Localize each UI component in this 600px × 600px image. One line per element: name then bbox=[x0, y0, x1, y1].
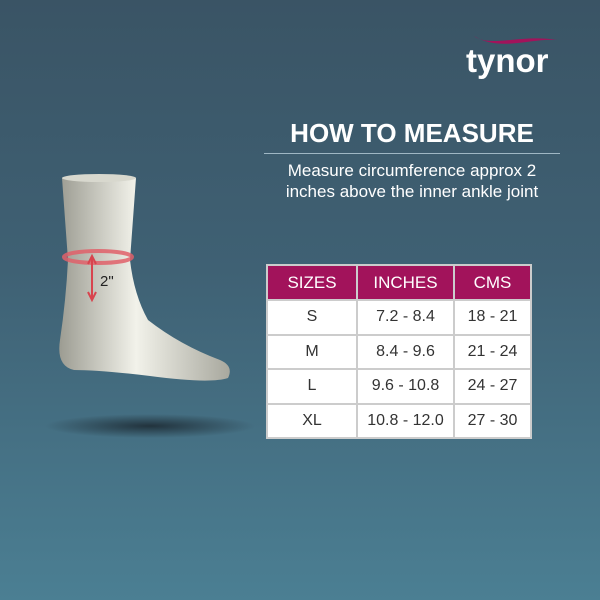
instruction-line: Measure circumference approx 2 bbox=[287, 161, 537, 180]
column-header: SIZES bbox=[266, 264, 358, 301]
inches-cell: 8.4 - 9.6 bbox=[356, 333, 455, 370]
brand-logo: tynor bbox=[466, 42, 549, 79]
size-cell: M bbox=[266, 333, 358, 370]
table-header-row: SIZES INCHES CMS bbox=[266, 264, 532, 301]
inches-cell: 10.8 - 12.0 bbox=[356, 402, 455, 439]
column-header: INCHES bbox=[356, 264, 455, 301]
cms-cell: 21 - 24 bbox=[453, 333, 532, 370]
measure-label: 2" bbox=[100, 273, 114, 290]
size-cell: L bbox=[266, 368, 358, 405]
cms-cell: 18 - 21 bbox=[453, 299, 532, 336]
instruction-line: inches above the inner ankle joint bbox=[285, 182, 539, 201]
divider bbox=[264, 153, 560, 154]
table-row: XL 10.8 - 12.0 27 - 30 bbox=[266, 402, 532, 439]
table-row: S 7.2 - 8.4 18 - 21 bbox=[266, 299, 532, 336]
instructions: Measure circumference approx 2 inches ab… bbox=[264, 160, 560, 202]
inches-cell: 9.6 - 10.8 bbox=[356, 368, 455, 405]
size-cell: XL bbox=[266, 402, 358, 439]
page-title: HOW TO MEASURE bbox=[290, 118, 534, 148]
foot-illustration: 2" bbox=[45, 174, 255, 438]
table-row: L 9.6 - 10.8 24 - 27 bbox=[266, 368, 532, 405]
inches-cell: 7.2 - 8.4 bbox=[356, 299, 455, 336]
tynor-logo-swoosh bbox=[474, 36, 558, 44]
cms-cell: 27 - 30 bbox=[453, 402, 532, 439]
table-row: M 8.4 - 9.6 21 - 24 bbox=[266, 333, 532, 370]
size-table: SIZES INCHES CMS S 7.2 - 8.4 18 - 21 M 8.4 … bbox=[266, 264, 532, 439]
column-header: CMS bbox=[453, 264, 532, 301]
size-cell: S bbox=[266, 299, 358, 336]
cms-cell: 24 - 27 bbox=[453, 368, 532, 405]
